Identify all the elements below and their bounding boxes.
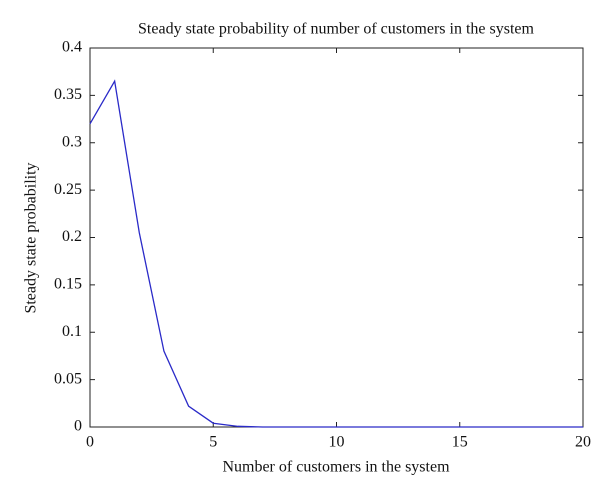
data-line [89, 79, 583, 428]
y-tick-label: 0.4 [62, 39, 82, 56]
plot-frame [89, 47, 584, 428]
x-tick-label: 20 [575, 434, 591, 451]
y-tick-label: 0.1 [62, 323, 82, 340]
y-tick-label: 0.25 [54, 181, 82, 198]
y-tick-label: 0.35 [54, 86, 82, 103]
x-axis-label: Number of customers in the system [222, 459, 450, 476]
y-tick-label: 0.15 [54, 276, 82, 293]
y-tick-label: 0.3 [62, 133, 82, 150]
y-tick-label: 0.05 [54, 370, 82, 387]
chart-title: Steady state probability of number of cu… [138, 21, 534, 38]
x-tick-label: 15 [452, 434, 468, 451]
x-tick-label: 10 [329, 434, 345, 451]
x-tick-label: 0 [86, 434, 94, 451]
x-tick-label: 5 [209, 434, 217, 451]
y-axis-label: Steady state probability [23, 162, 40, 313]
y-tick-label: 0 [74, 418, 82, 435]
y-tick-label: 0.2 [62, 228, 82, 245]
